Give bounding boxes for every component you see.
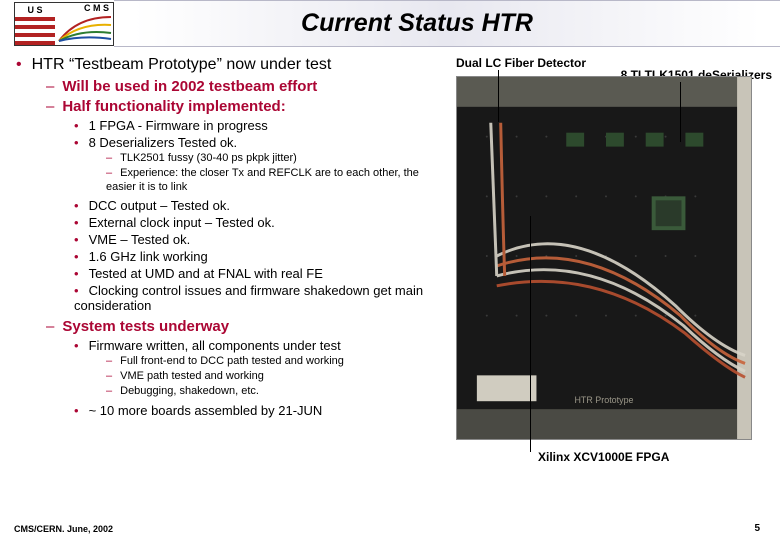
logo-left-label: U S bbox=[15, 3, 55, 17]
bullet-level3: DCC output – Tested ok. bbox=[74, 198, 450, 213]
bullet-level4: Experience: the closer Tx and REFCLK are… bbox=[106, 167, 450, 195]
bullet-level1: HTR “Testbeam Prototype” now under test bbox=[10, 56, 450, 74]
bullet-level2: Half functionality implemented: bbox=[46, 98, 450, 115]
bullet-level3: 8 Deserializers Tested ok. bbox=[74, 135, 450, 150]
callout-line bbox=[530, 216, 531, 452]
logo-fan-icon bbox=[57, 13, 113, 43]
callout-line bbox=[498, 70, 499, 122]
board-photo: HTR Prototype bbox=[456, 76, 752, 440]
bullet-column: HTR “Testbeam Prototype” now under test … bbox=[10, 56, 450, 420]
footer-page-number: 5 bbox=[754, 523, 760, 534]
callout-bottom: Xilinx XCV1000E FPGA bbox=[538, 450, 669, 464]
bullet-level3: VME – Tested ok. bbox=[74, 232, 450, 247]
callout-line bbox=[680, 82, 681, 142]
bullet-level3: ~ 10 more boards assembled by 21-JUN bbox=[74, 403, 450, 418]
bullet-level2: Will be used in 2002 testbeam effort bbox=[46, 78, 450, 95]
bullet-level4: TLK2501 fussy (30-40 ps pkpk jitter) bbox=[106, 152, 450, 166]
slide-title: Current Status HTR bbox=[114, 0, 780, 47]
uscms-logo: U S C M S bbox=[14, 2, 114, 46]
bullet-level3: 1 FPGA - Firmware in progress bbox=[74, 118, 450, 133]
bullet-level3: Clocking control issues and firmware sha… bbox=[74, 283, 450, 313]
photo-column: Dual LC Fiber Detector 8 TI TLK1501 deSe… bbox=[450, 56, 770, 420]
bullet-level2: System tests underway bbox=[46, 318, 450, 335]
logo-right-label: C M S bbox=[55, 3, 113, 13]
bullet-level3: Firmware written, all components under t… bbox=[74, 338, 450, 353]
callout-top-left: Dual LC Fiber Detector bbox=[456, 56, 586, 70]
svg-text:HTR Prototype: HTR Prototype bbox=[574, 395, 633, 405]
bullet-level3: 1.6 GHz link working bbox=[74, 249, 450, 264]
bullet-level4: Full front-end to DCC path tested and wo… bbox=[106, 355, 450, 369]
bullet-level4: Debugging, shakedown, etc. bbox=[106, 385, 450, 399]
footer-left: CMS/CERN. June, 2002 bbox=[14, 524, 113, 534]
bullet-level4: VME path tested and working bbox=[106, 370, 450, 384]
bullet-level3: External clock input – Tested ok. bbox=[74, 215, 450, 230]
title-bar: U S C M S Current Status HTR bbox=[0, 0, 780, 48]
bullet-level3: Tested at UMD and at FNAL with real FE bbox=[74, 266, 450, 281]
